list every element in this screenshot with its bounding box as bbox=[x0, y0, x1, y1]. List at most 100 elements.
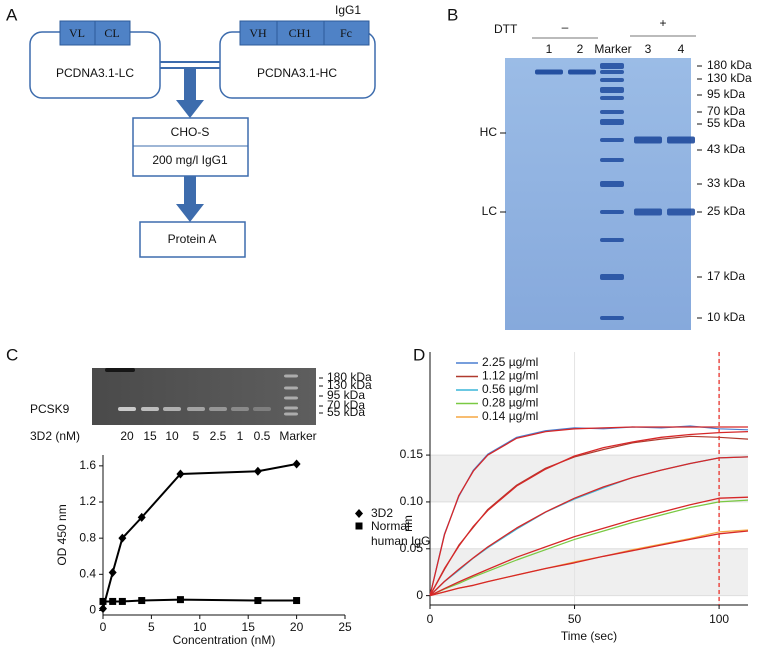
point bbox=[108, 568, 117, 578]
gel-band bbox=[187, 407, 205, 411]
legend-label: 2.25 µg/ml bbox=[482, 355, 538, 369]
lane-label: 1 bbox=[237, 429, 244, 443]
point bbox=[293, 597, 301, 605]
x-tick-label: 25 bbox=[338, 620, 352, 634]
x-tick-label: 0 bbox=[100, 620, 107, 634]
gel-band bbox=[600, 158, 624, 162]
panel-label: A bbox=[6, 5, 18, 24]
lane-label: Marker bbox=[279, 429, 316, 443]
x-axis-label: Time (sec) bbox=[561, 629, 617, 643]
plasmid-label: PCDNA3.1-HC bbox=[257, 66, 337, 80]
y-tick-label: 0.4 bbox=[79, 566, 96, 580]
band-label: LC bbox=[482, 204, 498, 218]
x-tick-label: 0 bbox=[427, 612, 434, 626]
marker-label: 43 kDa bbox=[707, 142, 745, 156]
gel-band bbox=[105, 368, 135, 372]
y-tick-label: 1.6 bbox=[79, 458, 96, 472]
gel-band bbox=[141, 407, 159, 411]
point bbox=[109, 597, 117, 605]
gel-band bbox=[600, 110, 624, 114]
series-line bbox=[103, 598, 297, 603]
gel-band bbox=[284, 412, 298, 416]
band-label: HC bbox=[480, 125, 498, 139]
marker-label: 180 kDa bbox=[327, 370, 372, 384]
lane-label: 2.5 bbox=[210, 429, 227, 443]
yield: 200 mg/l IgG1 bbox=[152, 153, 228, 167]
lane-label: 1 bbox=[546, 42, 553, 56]
lane-label: 5 bbox=[193, 429, 200, 443]
point bbox=[176, 469, 185, 479]
fit-line bbox=[429, 426, 748, 596]
segment-label: VH bbox=[249, 26, 267, 40]
arrow bbox=[184, 68, 196, 100]
gel-band bbox=[600, 70, 624, 74]
marker-label: 95 kDa bbox=[327, 388, 365, 402]
x-tick-label: 10 bbox=[193, 620, 207, 634]
isotype-label: IgG1 bbox=[335, 3, 361, 17]
lane-label: 0.5 bbox=[254, 429, 271, 443]
x-axis-label: Concentration (nM) bbox=[173, 633, 276, 647]
x-tick-label: 15 bbox=[242, 620, 256, 634]
segment-label: VL bbox=[69, 26, 85, 40]
x-tick-label: 5 bbox=[148, 620, 155, 634]
gel-band bbox=[600, 87, 624, 93]
marker-label: 180 kDa bbox=[707, 58, 752, 72]
cell-line: CHO-S bbox=[171, 125, 210, 139]
lane-label: 20 bbox=[120, 429, 134, 443]
lane-label: Marker bbox=[594, 42, 631, 56]
purification: Protein A bbox=[168, 232, 217, 246]
marker-label: 70 kDa bbox=[707, 104, 745, 118]
gel-band bbox=[600, 138, 624, 142]
y-tick-label: 0.05 bbox=[400, 541, 424, 555]
gel-band bbox=[231, 407, 249, 411]
legend-marker bbox=[355, 522, 363, 530]
y-tick-label: 0.15 bbox=[400, 447, 424, 461]
fit-line bbox=[429, 430, 749, 596]
gel-band bbox=[600, 119, 624, 125]
x-tick-label: 50 bbox=[568, 612, 582, 626]
gel-band bbox=[284, 406, 298, 410]
gel-band bbox=[600, 181, 624, 187]
lane-label: 15 bbox=[143, 429, 157, 443]
gel-band bbox=[634, 136, 662, 144]
marker-label: 17 kDa bbox=[707, 269, 745, 283]
band-shade bbox=[430, 548, 748, 596]
legend-label: Normal human IgG bbox=[371, 519, 431, 548]
fit-line bbox=[429, 530, 749, 597]
gel-band bbox=[600, 63, 624, 69]
gel-band bbox=[118, 407, 136, 411]
lane-label: 2 bbox=[577, 42, 584, 56]
marker-label: 70 kDa bbox=[327, 398, 365, 412]
marker-label: 95 kDa bbox=[707, 87, 745, 101]
legend-marker bbox=[355, 509, 363, 518]
point bbox=[176, 596, 184, 604]
arrow bbox=[176, 204, 204, 222]
series-line bbox=[429, 499, 749, 597]
plasmid-label: PCDNA3.1-LC bbox=[56, 66, 134, 80]
legend-label: 3D2 bbox=[371, 506, 393, 520]
segment-label: CL bbox=[104, 26, 119, 40]
condition-label: – bbox=[562, 20, 569, 34]
series-line bbox=[102, 463, 297, 609]
gel-band bbox=[667, 208, 695, 216]
point bbox=[118, 533, 127, 543]
lane-title: 3D2 (nM) bbox=[30, 429, 80, 443]
dtt-label: DTT bbox=[494, 22, 518, 36]
marker-label: 130 kDa bbox=[327, 378, 372, 392]
y-axis-label: OD 450 nm bbox=[55, 504, 69, 565]
lane-label: 10 bbox=[165, 429, 179, 443]
gel-band bbox=[667, 136, 695, 144]
protein-label: PCSK9 bbox=[30, 402, 70, 416]
gene-segment bbox=[239, 20, 278, 46]
marker-label: 55 kDa bbox=[327, 405, 365, 419]
marker-label: 130 kDa bbox=[707, 71, 752, 85]
arrow bbox=[184, 176, 196, 204]
gene-segment bbox=[59, 20, 96, 46]
legend-label: 0.56 µg/ml bbox=[482, 382, 538, 396]
marker-label: 10 kDa bbox=[707, 310, 745, 324]
gel-band bbox=[535, 69, 563, 75]
point bbox=[99, 604, 107, 614]
marker-label: 55 kDa bbox=[707, 116, 745, 130]
